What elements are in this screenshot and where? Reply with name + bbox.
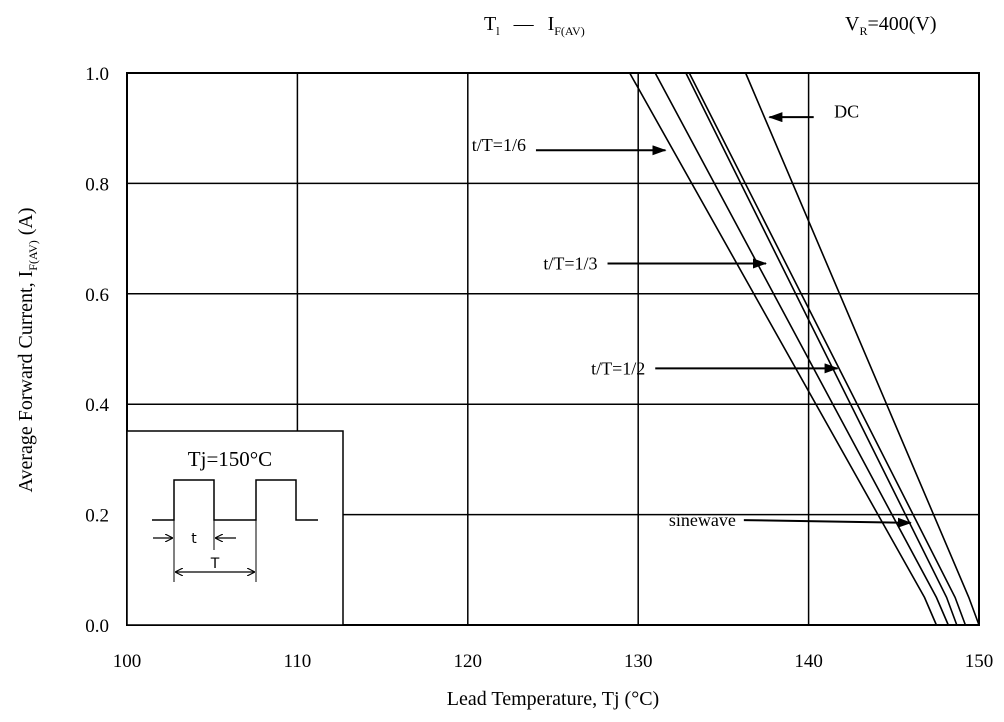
annotation-label-t-t-1-3: t/T=1/3 (543, 253, 597, 273)
annotation-arrow-sinewave (743, 517, 912, 528)
x-tick-label-5: 150 (965, 651, 994, 672)
y-tick-label-0: 0.0 (85, 616, 109, 637)
annotation-label-t-t-1-2: t/T=1/2 (591, 358, 645, 378)
y-axis-label: Average Forward Current, IF(AV) (A) (15, 208, 40, 493)
series-line-sinewave (629, 72, 938, 626)
waveform-inset: Tj=150°C t T (126, 430, 344, 626)
x-tick-label-2: 120 (454, 651, 483, 672)
inset-title: Tj=150°C (188, 447, 272, 471)
annotation-label-t-t-1-6: t/T=1/6 (472, 135, 526, 155)
pulse-waveform (152, 479, 318, 521)
T-label: T (210, 556, 220, 572)
series-line-dc (744, 72, 980, 626)
x-tick-label-0: 100 (113, 651, 142, 672)
series-line-t-t-1-2 (688, 72, 967, 626)
y-tick-label-5: 1.0 (85, 64, 109, 85)
plot-frame (126, 72, 980, 626)
annotation-label-dc: DC (834, 102, 859, 122)
y-tick-label-2: 0.4 (85, 395, 109, 416)
t-label: t (191, 531, 197, 547)
series-layer (629, 72, 980, 626)
reverse-voltage-label: VR=400(V) (845, 13, 937, 38)
inset-box (126, 430, 344, 626)
y-tick-label-4: 0.8 (85, 174, 109, 195)
chart-title: Tl — IF(AV) (484, 13, 585, 38)
x-axis-label: Lead Temperature, Tj (°C) (447, 688, 659, 710)
y-tick-label-1: 0.2 (85, 506, 109, 527)
series-line-t-t-1-3 (685, 72, 958, 626)
series-line-t-t-1-6 (654, 72, 950, 626)
tick-labels: 100 110 120 130 140 150 0.0 0.2 0.4 0.6 0.8 1.0 (85, 64, 993, 672)
annotation-label-sinewave: sinewave (669, 510, 736, 530)
x-tick-label-4: 140 (794, 651, 823, 672)
annotation-layer: DC t/T=1/6 t/T=1/3 t/T=1/2 sinewave (472, 102, 912, 530)
y-tick-label-3: 0.6 (85, 285, 109, 306)
grid (126, 72, 980, 626)
x-tick-label-1: 110 (284, 651, 312, 672)
x-tick-label-3: 130 (624, 651, 653, 672)
